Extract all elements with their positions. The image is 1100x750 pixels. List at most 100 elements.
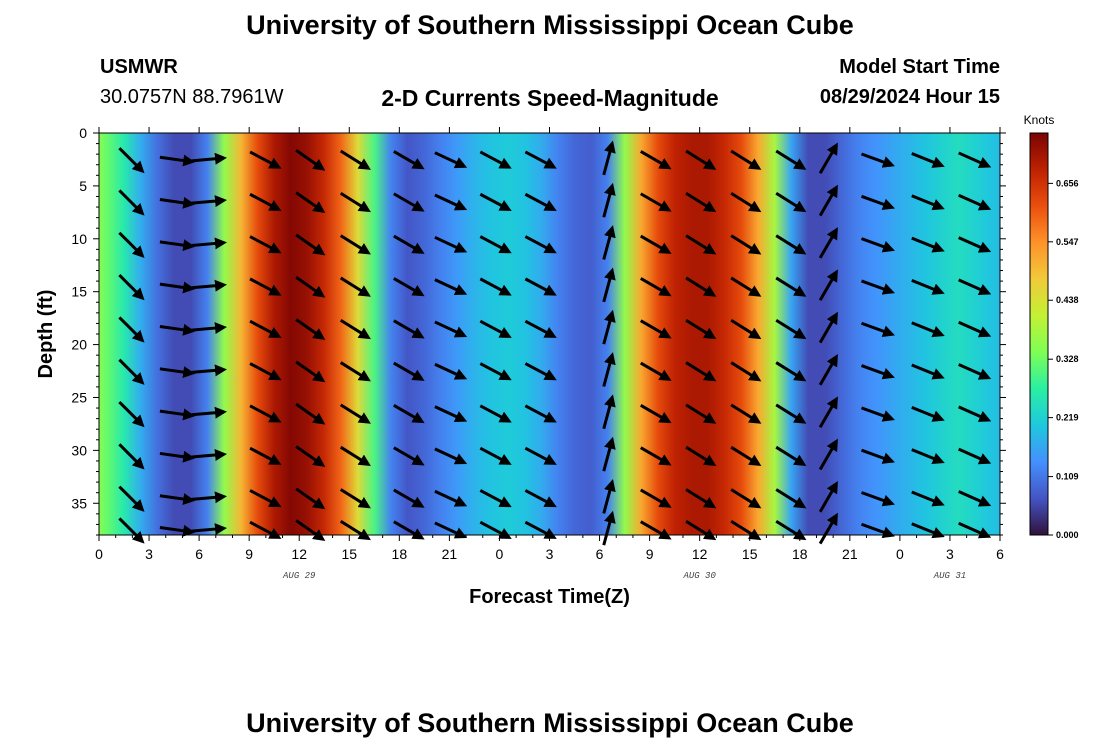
current-vector-arrow	[911, 152, 945, 168]
colorbar-scale	[1029, 132, 1049, 536]
current-vector-arrow	[730, 234, 762, 255]
current-vector-arrow	[775, 445, 807, 467]
current-vector-arrow	[818, 227, 838, 259]
y-tick-label: 15	[71, 284, 87, 300]
y-tick-label: 20	[71, 337, 87, 353]
current-vector-arrow	[775, 488, 807, 509]
current-vector-arrow	[118, 231, 145, 258]
current-vector-arrow	[818, 269, 838, 302]
current-vector-arrow	[191, 152, 227, 165]
current-vector-arrow	[602, 510, 616, 546]
current-vector-arrow	[393, 277, 425, 297]
current-vector-arrow	[860, 152, 895, 168]
current-vector-arrow	[775, 318, 807, 340]
current-vector-arrow	[249, 446, 282, 465]
current-vector-arrow	[479, 319, 512, 338]
current-vector-arrow	[730, 276, 762, 297]
current-vector-arrow	[295, 360, 326, 383]
current-vector-arrow	[295, 149, 326, 171]
x-tick-label: 12	[291, 546, 307, 562]
current-vector-arrow	[958, 151, 992, 169]
x-axis-title: Forecast Time(Z)	[469, 586, 630, 608]
current-vector-arrow	[602, 267, 616, 303]
current-vector-arrow	[775, 192, 807, 213]
colorbar-tick-label: 0.547	[1056, 237, 1079, 247]
chart-title: 2-D Currents Speed-Magnitude	[381, 85, 719, 111]
current-vector-arrow	[818, 480, 838, 513]
current-vector-arrow	[958, 490, 992, 507]
colorbar-title: Knots	[1024, 113, 1055, 127]
x-tick-label: 0	[95, 546, 103, 562]
current-vector-arrow	[191, 364, 227, 377]
colorbar-tick-label: 0.000	[1056, 530, 1079, 540]
y-axis-title: Depth (ft)	[35, 290, 57, 379]
current-vector-arrow	[159, 239, 196, 252]
x-tick-label: 3	[145, 546, 153, 562]
current-vector-arrow	[685, 445, 717, 467]
current-vector-arrow	[191, 237, 227, 250]
current-vector-arrow	[860, 194, 895, 211]
current-vector-arrow	[339, 403, 371, 424]
current-vector-arrow	[524, 150, 557, 169]
current-vector-arrow	[249, 404, 282, 423]
current-vector-arrow	[159, 196, 196, 209]
current-vector-arrow	[911, 236, 945, 253]
current-vector-arrow	[685, 276, 717, 297]
colorbar-tick-label: 0.438	[1056, 295, 1079, 305]
current-vector-arrow	[295, 275, 326, 298]
model-start-label: Model Start Time	[839, 56, 1000, 78]
current-vector-arrow	[295, 445, 326, 467]
current-vector-arrow	[118, 443, 145, 470]
current-vector-arrow	[393, 319, 425, 339]
current-vector-arrow	[118, 147, 145, 174]
current-vector-arrow	[118, 400, 145, 428]
current-vector-arrow	[958, 193, 992, 211]
current-vector-arrow	[479, 404, 512, 423]
current-vector-arrow	[159, 366, 196, 379]
current-vector-arrow	[640, 319, 672, 339]
x-tick-label: 18	[792, 546, 808, 562]
current-vector-arrow	[730, 445, 762, 467]
y-tick-label: 25	[71, 389, 87, 405]
current-vector-arrow	[118, 274, 145, 301]
current-vector-arrow	[118, 316, 145, 343]
current-vector-arrow	[191, 406, 227, 419]
current-vector-arrow	[860, 364, 895, 380]
current-vector-arrow	[640, 192, 672, 212]
current-vector-arrow	[393, 234, 425, 254]
current-vector-arrow	[602, 479, 616, 514]
current-vector-arrow	[159, 524, 196, 537]
current-vector-arrow	[685, 403, 717, 424]
current-vector-arrow	[159, 323, 196, 336]
current-vector-arrow	[524, 446, 557, 465]
current-vector-arrow	[339, 361, 371, 382]
current-vector-arrow	[524, 277, 557, 296]
current-vector-arrow	[393, 150, 425, 170]
current-vector-arrow	[958, 236, 992, 253]
current-vector-arrow	[191, 322, 227, 335]
current-vector-arrow	[860, 237, 895, 253]
current-vector-arrow	[602, 436, 616, 472]
current-vector-arrow	[434, 320, 468, 338]
current-vector-arrow	[602, 394, 616, 430]
current-vector-arrow	[602, 309, 616, 345]
current-vector-arrow	[524, 192, 557, 211]
x-tick-label: 0	[896, 546, 904, 562]
current-vector-arrow	[911, 194, 945, 211]
date-label: AUG 31	[933, 571, 966, 581]
current-vector-arrow	[640, 404, 672, 424]
current-vector-arrow	[958, 521, 992, 539]
x-tick-label: 0	[496, 546, 504, 562]
current-vector-arrow	[339, 192, 371, 213]
current-vector-arrow	[393, 404, 425, 424]
current-vector-arrow	[524, 489, 557, 508]
current-vector-arrow	[911, 522, 945, 539]
current-vector-arrow	[393, 446, 425, 466]
current-vector-arrow	[339, 234, 371, 255]
current-vector-arrow	[818, 354, 838, 386]
current-vector-arrow	[958, 447, 992, 465]
current-vector-arrow	[958, 363, 992, 380]
y-tick-label: 0	[79, 125, 87, 141]
page-title: University of Southern Mississippi Ocean…	[246, 10, 854, 40]
current-vector-arrow	[860, 406, 895, 422]
